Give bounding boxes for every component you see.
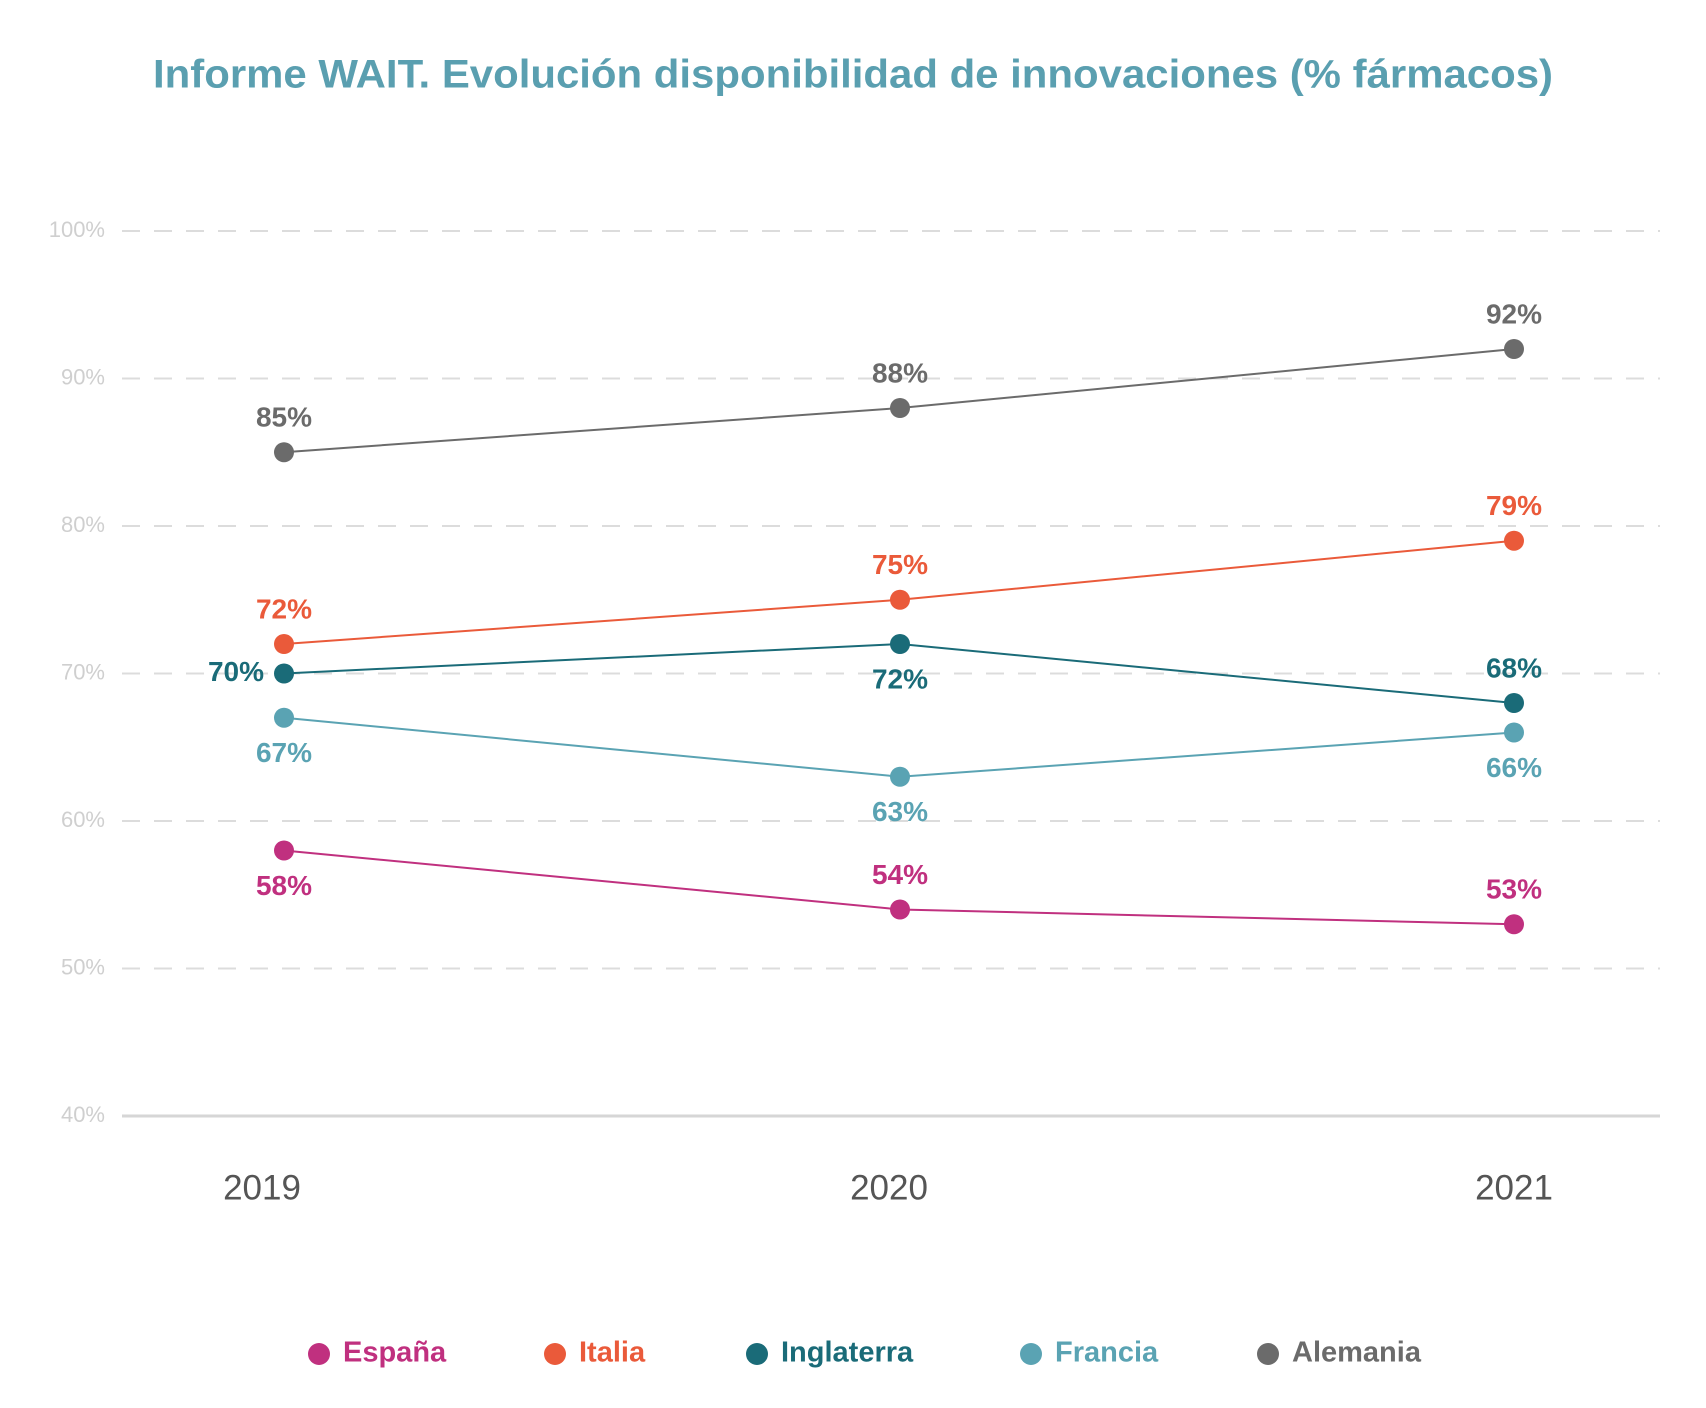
data-point xyxy=(890,899,910,920)
data-label: 75% xyxy=(872,549,928,580)
legend-label: Inglaterra xyxy=(781,1337,914,1369)
data-label: 67% xyxy=(256,737,312,768)
legend-label: España xyxy=(343,1337,447,1369)
data-point xyxy=(1504,530,1524,551)
data-point xyxy=(890,766,910,787)
legend-marker xyxy=(544,1343,566,1365)
data-label: 68% xyxy=(1486,652,1542,683)
legend-label: Italia xyxy=(579,1337,646,1369)
x-tick-label: 2020 xyxy=(850,1168,928,1207)
data-point xyxy=(1504,339,1524,359)
data-label: 92% xyxy=(1486,298,1542,329)
data-point xyxy=(890,589,910,610)
x-tick-label: 2019 xyxy=(223,1168,301,1207)
legend-label: Alemania xyxy=(1292,1337,1422,1369)
legend-marker xyxy=(308,1343,330,1365)
data-label: 88% xyxy=(872,357,928,388)
data-label: 79% xyxy=(1486,490,1542,521)
legend-marker xyxy=(1020,1343,1042,1365)
data-label: 53% xyxy=(1486,874,1542,905)
x-tick-label: 2021 xyxy=(1475,1168,1553,1207)
data-label: 70% xyxy=(208,656,264,687)
y-tick-label: 40% xyxy=(61,1102,105,1127)
y-tick-label: 50% xyxy=(61,954,105,979)
data-point xyxy=(1504,722,1524,743)
legend-label: Francia xyxy=(1055,1337,1159,1369)
data-label: 85% xyxy=(256,402,312,433)
data-point xyxy=(274,663,294,684)
data-point xyxy=(274,442,294,463)
data-point xyxy=(1504,914,1524,935)
y-tick-label: 70% xyxy=(61,659,105,684)
data-label: 66% xyxy=(1486,752,1542,783)
data-point xyxy=(890,398,910,418)
y-tick-label: 80% xyxy=(61,512,105,537)
y-tick-label: 90% xyxy=(61,364,105,389)
y-tick-label: 60% xyxy=(61,807,105,832)
data-label: 63% xyxy=(872,796,928,827)
data-label: 54% xyxy=(872,859,928,890)
data-point xyxy=(1504,693,1524,713)
data-point xyxy=(274,634,294,654)
y-tick-label: 100% xyxy=(49,217,105,242)
data-label: 58% xyxy=(256,870,312,901)
data-point xyxy=(274,840,294,861)
data-point xyxy=(274,707,294,728)
data-label: 72% xyxy=(256,593,312,624)
legend-marker xyxy=(1257,1343,1279,1365)
data-point xyxy=(890,634,910,654)
data-label: 72% xyxy=(872,663,928,694)
legend-marker xyxy=(746,1343,768,1365)
chart-title: Informe WAIT. Evolución disponibilidad d… xyxy=(153,53,1553,97)
